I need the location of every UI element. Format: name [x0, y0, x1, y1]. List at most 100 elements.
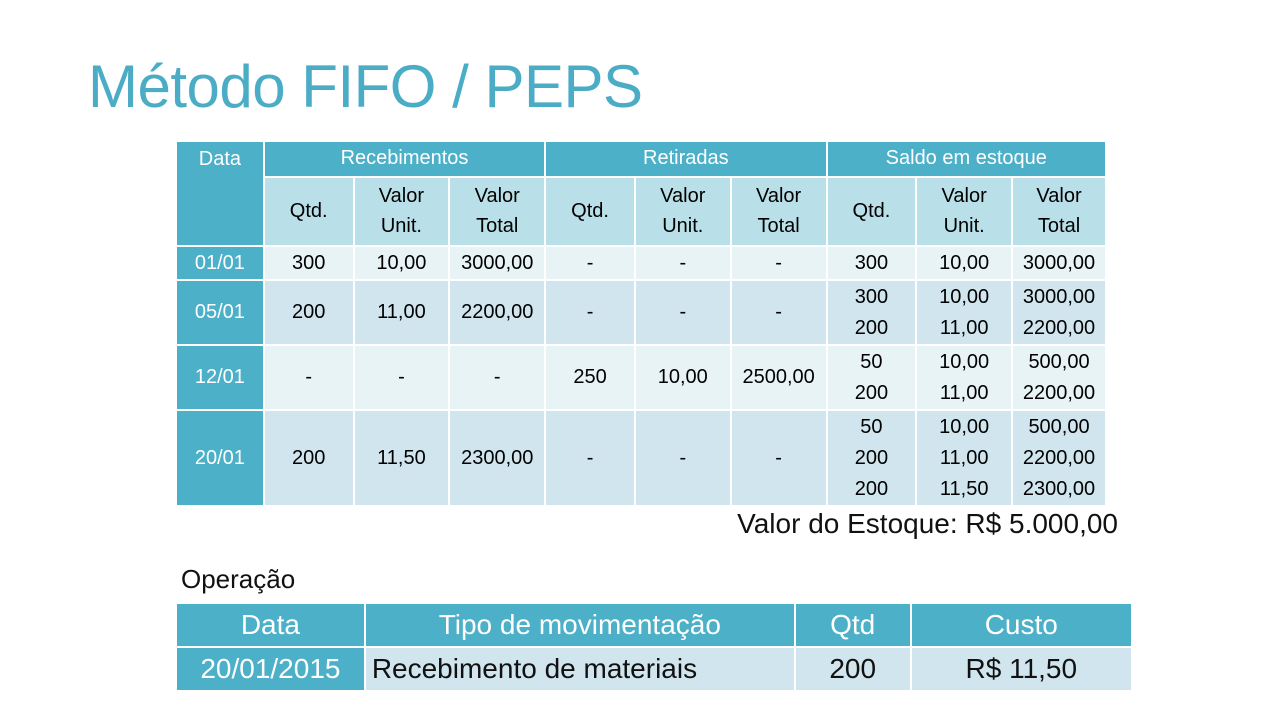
saldo-qtd-line: 50	[860, 350, 883, 373]
group-header-recebimentos: Recebimentos	[262, 140, 547, 178]
subheader-unit-line1: Valor	[660, 185, 706, 208]
retir-total: 2500,00	[729, 344, 828, 411]
subheader-qtd-label: Qtd.	[571, 200, 609, 223]
subheader-qtd: Qtd.	[262, 175, 355, 248]
receb-total: -	[448, 344, 547, 411]
retir-total: -	[729, 245, 828, 281]
retir-qtd: -	[544, 245, 636, 281]
table-row: 12/01 - - - 250 10,00 2500,00 50 200 10,0…	[175, 344, 1107, 411]
receb-unit: -	[352, 344, 451, 411]
op-date: 20/01/2015	[175, 646, 366, 692]
saldo-unit-line: 10,00	[939, 251, 990, 274]
saldo-total-line: 3000,00	[1022, 251, 1096, 274]
saldo-unit-line: 11,00	[939, 381, 989, 404]
saldo-unit-line: 10,00	[939, 350, 990, 373]
subheader-unit: Valor Unit.	[352, 175, 451, 248]
subheader-total: Valor Total	[729, 175, 828, 248]
saldo-total: 500,00 2200,00	[1011, 344, 1107, 411]
date-header: Data	[175, 140, 265, 247]
saldo-qtd: 50 200	[825, 344, 918, 411]
saldo-qtd-line: 200	[854, 477, 889, 500]
saldo-total-line: 2200,00	[1022, 381, 1096, 404]
subheader-unit-line1: Valor	[941, 185, 987, 208]
subheader-qtd: Qtd.	[825, 175, 918, 248]
row-date: 01/01	[175, 245, 265, 281]
subheader-unit-line2: Unit.	[943, 215, 985, 238]
saldo-total-line: 500,00	[1028, 415, 1090, 438]
receb-unit: 10,00	[352, 245, 451, 281]
saldo-qtd-line: 200	[854, 381, 889, 404]
table-row: 20/01/2015 Recebimento de materiais 200 …	[175, 646, 1134, 692]
retir-total: -	[729, 279, 828, 346]
op-header-date: Data	[175, 602, 366, 648]
saldo-total-line: 500,00	[1028, 350, 1090, 373]
subheader-total-line1: Valor	[1036, 185, 1082, 208]
subheader-qtd-label: Qtd.	[289, 200, 328, 223]
saldo-qtd: 50 200 200	[825, 409, 918, 507]
saldo-qtd: 300	[825, 245, 918, 281]
group-header-saldo: Saldo em estoque	[825, 140, 1108, 178]
subheader-total-line2: Total	[757, 215, 800, 238]
saldo-unit-line: 10,00	[939, 285, 990, 308]
saldo-qtd-line: 300	[854, 251, 889, 274]
receb-unit: 11,50	[352, 409, 451, 507]
saldo-unit-line: 11,00	[939, 446, 989, 469]
saldo-unit: 10,00	[915, 245, 1014, 281]
op-header-cost: Custo	[909, 602, 1134, 648]
retir-qtd: 250	[544, 344, 636, 411]
row-date: 20/01	[175, 409, 265, 507]
op-type: Recebimento de materiais	[363, 646, 796, 692]
saldo-unit: 10,00 11,00	[915, 344, 1014, 411]
receb-qtd: -	[262, 344, 355, 411]
saldo-qtd-line: 300	[854, 285, 889, 308]
saldo-unit-line: 11,00	[939, 316, 989, 339]
receb-total: 2200,00	[448, 279, 547, 346]
receb-qtd: 200	[262, 279, 355, 346]
subheader-unit-line1: Valor	[378, 185, 425, 208]
saldo-unit: 10,00 11,00 11,50	[915, 409, 1014, 507]
op-header-qtd: Qtd	[793, 602, 912, 648]
receb-qtd: 200	[262, 409, 355, 507]
op-cost: R$ 11,50	[909, 646, 1134, 692]
saldo-unit-line: 11,50	[939, 477, 989, 500]
subheader-total: Valor Total	[1011, 175, 1107, 248]
subheader-unit-line2: Unit.	[380, 215, 422, 238]
stock-value: Valor do Estoque: R$ 5.000,00	[737, 508, 1118, 539]
saldo-total-line: 3000,00	[1022, 285, 1096, 308]
subheader-qtd-label: Qtd.	[852, 200, 891, 223]
subheader-total-line2: Total	[476, 215, 519, 238]
retir-unit: -	[633, 279, 732, 346]
subheader-unit: Valor Unit.	[915, 175, 1014, 248]
op-qtd: 200	[793, 646, 912, 692]
saldo-total-line: 2200,00	[1022, 316, 1096, 339]
saldo-unit-line: 10,00	[939, 415, 990, 438]
retir-unit: -	[633, 409, 732, 507]
op-header-type: Tipo de movimentação	[363, 602, 796, 648]
operation-label: Operação	[181, 564, 296, 594]
retir-total: -	[729, 409, 828, 507]
row-date: 05/01	[175, 279, 265, 346]
receb-unit: 11,00	[352, 279, 451, 346]
subheader-unit: Valor Unit.	[633, 175, 732, 248]
fifo-table: Data Recebimentos Retiradas Saldo em est…	[175, 140, 1108, 507]
saldo-unit: 10,00 11,00	[915, 279, 1014, 346]
saldo-total-line: 2200,00	[1022, 446, 1096, 469]
subheader-unit-line2: Unit.	[662, 215, 704, 238]
retir-unit: 10,00	[633, 344, 732, 411]
subheader-total-line1: Valor	[474, 185, 520, 208]
retir-qtd: -	[544, 409, 636, 507]
subheader-total-line1: Valor	[756, 185, 802, 208]
table-row: 20/01 200 11,50 2300,00 - - - 50 200 200 1…	[175, 409, 1107, 507]
saldo-total: 3000,00	[1011, 245, 1107, 281]
subheader-total: Valor Total	[448, 175, 547, 248]
subheader-qtd: Qtd.	[544, 175, 636, 248]
saldo-total: 500,00 2200,00 2300,00	[1011, 409, 1107, 507]
table-row: 01/01 300 10,00 3000,00 - - - 300 10,00 …	[175, 245, 1107, 281]
receb-total: 3000,00	[448, 245, 547, 281]
saldo-total: 3000,00 2200,00	[1011, 279, 1107, 346]
saldo-qtd-line: 200	[854, 446, 889, 469]
saldo-qtd-line: 50	[860, 415, 883, 438]
saldo-qtd-line: 200	[854, 316, 889, 339]
retir-unit: -	[633, 245, 732, 281]
row-date: 12/01	[175, 344, 265, 411]
